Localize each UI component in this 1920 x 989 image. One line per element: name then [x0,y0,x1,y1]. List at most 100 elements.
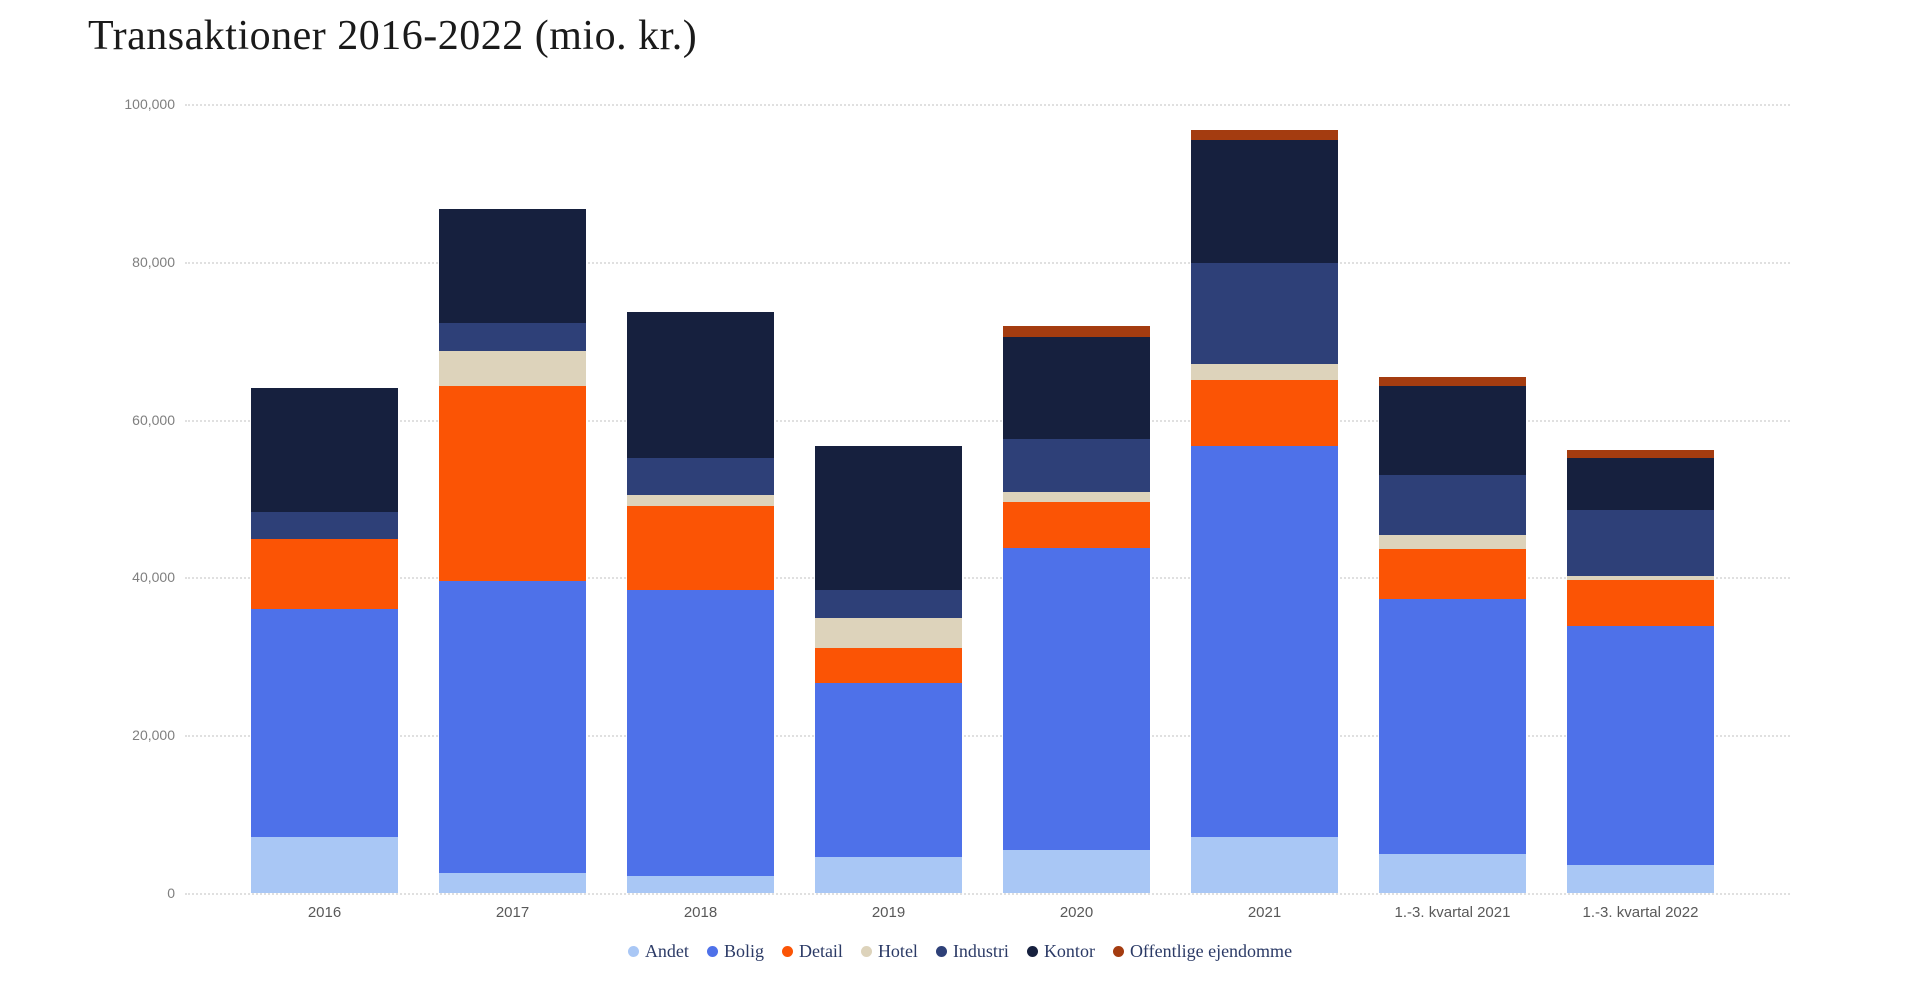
y-tick-label: 100,000 [124,96,175,112]
bar-1-3-kvartal-2022[interactable] [1567,450,1714,893]
chart-title: Transaktioner 2016-2022 (mio. kr.) [88,13,698,59]
legend-item-hotel[interactable]: Hotel [860,941,918,962]
gridline-20000 [185,735,1790,738]
x-tick-label: 2020 [1059,904,1094,921]
bar-segment-andet[interactable] [1003,850,1150,893]
legend-item-detail[interactable]: Detail [781,941,843,962]
bar-segment-offentlige-ejendomme[interactable] [1191,130,1338,140]
legend-dot-icon [781,946,793,957]
bar-segment-detail[interactable] [815,648,962,684]
bar-2018[interactable] [627,311,774,893]
bar-segment-bolig[interactable] [1567,626,1714,865]
legend-dot-icon [1026,946,1038,957]
legend-item-bolig[interactable]: Bolig [706,941,764,962]
bar-segment-kontor[interactable] [815,446,962,591]
bar-segment-kontor[interactable] [1003,336,1150,439]
bar-segment-hotel[interactable] [815,618,962,649]
bar-segment-kontor[interactable] [1379,386,1526,475]
bar-segment-detail[interactable] [1379,549,1526,599]
bar-2021[interactable] [1191,130,1338,893]
bar-segment-bolig[interactable] [251,608,398,837]
gridline-80000 [185,261,1790,264]
gridline-0 [185,893,1790,895]
bar-segment-offentlige-ejendomme[interactable] [1003,325,1150,337]
bar-segment-andet[interactable] [439,873,586,893]
x-tick-label: 1.-3. kvartal 2021 [1394,904,1511,921]
bar-segment-hotel[interactable] [1191,364,1338,381]
bar-segment-offentlige-ejendomme[interactable] [1379,377,1526,387]
bar-segment-industri[interactable] [439,322,586,351]
y-tick-label: 80,000 [132,253,175,270]
bar-segment-andet[interactable] [251,836,398,893]
bar-segment-kontor[interactable] [627,311,774,459]
legend-dot-icon [935,946,947,957]
bar-segment-detail[interactable] [439,385,586,581]
bar-segment-hotel[interactable] [439,350,586,386]
bar-segment-bolig[interactable] [1379,598,1526,854]
x-tick-label: 1.-3. kvartal 2022 [1582,904,1699,921]
y-tick-label: 20,000 [132,727,175,744]
bar-segment-hotel[interactable] [1003,492,1150,502]
gridline-100000 [185,104,1790,106]
x-tick-label: 2017 [495,904,530,921]
x-tick-label: 2021 [1247,904,1282,921]
x-tick-label: 2018 [683,904,718,921]
bar-segment-detail[interactable] [1191,380,1338,446]
chart-legend: Andet Bolig Detail Hotel Industri Kontor Offen… [0,941,1920,962]
bar-segment-industri[interactable] [1191,263,1338,365]
bar-segment-andet[interactable] [627,875,774,893]
legend-label: Offentlige ejendomme [1129,941,1293,961]
plot-area: 2016 2017 2018 2019 2020 2021 1.-3. kvartal 20… [185,104,1790,921]
bar-segment-industri[interactable] [627,458,774,495]
bar-2020[interactable] [1003,325,1150,893]
bar-segment-andet[interactable] [1379,853,1526,893]
bar-segment-hotel[interactable] [627,494,774,506]
legend-label: Kontor [1043,941,1095,961]
x-tick-label: 2016 [307,904,342,921]
legend-dot-icon [1112,946,1124,957]
bar-segment-detail[interactable] [627,505,774,591]
legend-dot-icon [706,946,718,957]
bar-segment-bolig[interactable] [627,590,774,876]
bar-segment-detail[interactable] [1567,579,1714,627]
legend-item-kontor[interactable]: Kontor [1026,941,1095,962]
bar-segment-industri[interactable] [815,590,962,619]
bar-segment-bolig[interactable] [1003,548,1150,851]
bar-segment-kontor[interactable] [1191,139,1338,264]
bar-segment-kontor[interactable] [439,208,586,323]
bar-segment-detail[interactable] [1003,501,1150,549]
y-tick-label: 40,000 [132,569,175,586]
bar-segment-detail[interactable] [251,538,398,609]
legend-label: Hotel [877,941,918,961]
bar-segment-bolig[interactable] [815,683,962,857]
bar-2016[interactable] [251,388,398,893]
bar-1-3-kvartal-2021[interactable] [1379,377,1526,893]
bar-segment-industri[interactable] [251,511,398,539]
gridline-40000 [185,577,1790,580]
bar-segment-hotel[interactable] [1567,575,1714,580]
legend-label: Industri [952,941,1009,961]
gridline-60000 [185,419,1790,422]
bar-segment-offentlige-ejendomme[interactable] [1567,450,1714,459]
bar-segment-industri[interactable] [1379,474,1526,535]
legend-item-andet[interactable]: Andet [627,941,689,962]
y-axis: 0 20,000 40,000 60,000 80,000 100,000 [85,96,175,901]
bar-segment-hotel[interactable] [1379,534,1526,549]
bar-segment-andet[interactable] [1567,864,1714,893]
bar-segment-bolig[interactable] [439,580,586,874]
legend-item-industri[interactable]: Industri [935,941,1009,962]
x-tick-label: 2019 [871,904,906,921]
bar-segment-kontor[interactable] [251,388,398,512]
bar-segment-andet[interactable] [815,856,962,893]
legend-dot-icon [860,946,872,957]
legend-label: Andet [644,941,689,961]
bar-segment-industri[interactable] [1003,438,1150,493]
bar-2019[interactable] [815,446,962,893]
bar-2017[interactable] [439,208,586,893]
bar-segment-kontor[interactable] [1567,458,1714,510]
bar-segment-industri[interactable] [1567,509,1714,576]
bar-segment-bolig[interactable] [1191,445,1338,837]
bar-segment-andet[interactable] [1191,836,1338,893]
legend-item-offentlige-ejendomme[interactable]: Offentlige ejendomme [1112,941,1293,962]
